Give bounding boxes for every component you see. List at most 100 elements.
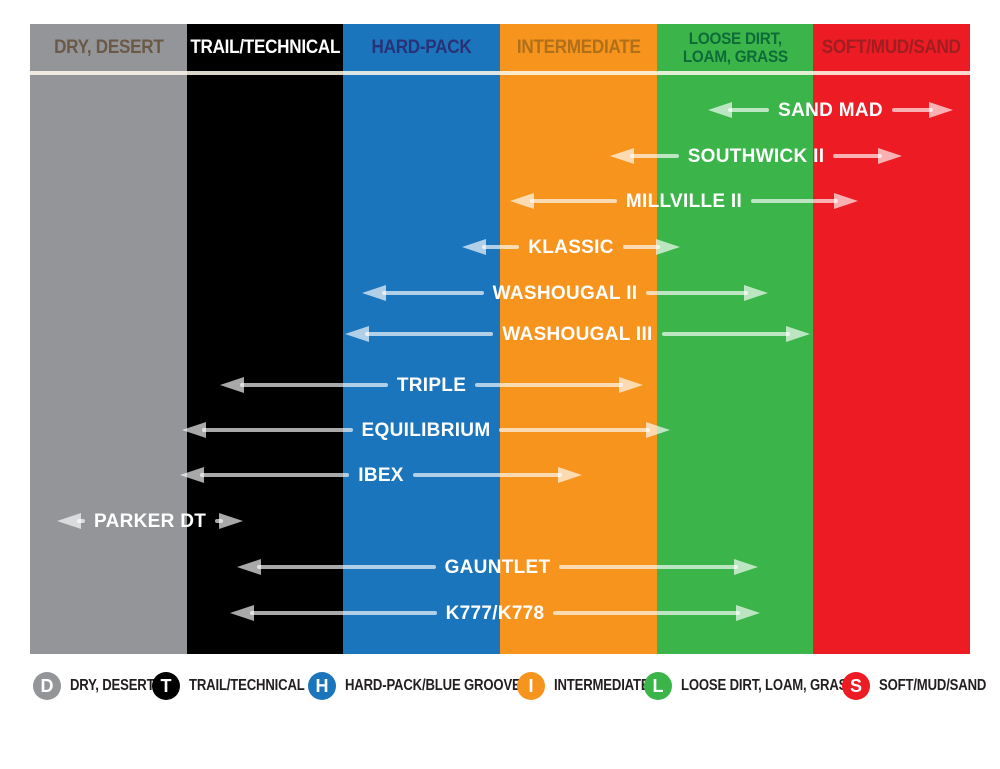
terrain-column-header: DRY, DESERT [30,24,187,71]
arrowhead-left-icon [345,326,369,342]
tire-name: WASHOUGAL III [502,323,653,345]
tire-name: SAND MAD [778,99,883,121]
terrain-column-dry: DRY, DESERT [30,24,187,654]
chart-area: DRY, DESERT TRAIL/TECHNICAL HARD-PACK INTER… [30,24,970,654]
tire-name: IBEX [358,464,404,486]
terrain-column-label: LOOSE DIRT, LOAM, GRASS [682,28,788,66]
legend-item-h: H HARD-PACK/BLUE GROOVE [308,671,559,701]
legend-badge-icon: D [33,672,61,700]
tire-row: KLASSIC [462,234,680,260]
range-arrow-right [499,421,670,439]
arrow-shaft [250,611,437,615]
range-arrow-left [345,325,494,343]
arrowhead-left-icon [708,102,732,118]
range-arrow-right [751,192,858,210]
legend-label: HARD-PACK/BLUE GROOVE [345,677,521,694]
arrow-shaft [382,291,484,295]
tire-row: SAND MAD [708,97,954,123]
range-arrow-right [559,558,758,576]
arrow-shaft [200,473,350,477]
arrowhead-right-icon [878,148,902,164]
legend-badge-icon: T [152,672,180,700]
arrowhead-right-icon [734,559,758,575]
arrowhead-left-icon [182,422,206,438]
arrowhead-left-icon [180,467,204,483]
arrow-shaft [630,154,679,158]
arrow-shaft [365,332,494,336]
arrowhead-left-icon [237,559,261,575]
legend-item-d: D DRY, DESERT [33,671,173,701]
tire-name: EQUILIBRIUM [361,419,491,441]
arrow-shaft [412,473,563,477]
arrowhead-right-icon [736,605,761,621]
terrain-column-label: DRY, DESERT [53,36,164,58]
terrain-column-header: SOFT/MUD/SAND [813,24,970,71]
arrowhead-right-icon [786,326,810,342]
range-arrow-left [230,604,437,622]
range-arrow-left [510,192,617,210]
arrow-shaft [891,108,934,112]
arrowhead-left-icon [220,377,244,393]
arrowhead-right-icon [929,102,954,118]
tire-row: SOUTHWICK II [610,143,902,169]
tire-name: K777/K778 [445,602,545,624]
range-arrow-right [622,238,680,256]
range-arrow-left [708,101,770,119]
range-arrow-right [412,466,583,484]
arrow-shaft [833,154,882,158]
range-arrow-left [57,512,85,530]
range-arrow-right [833,147,902,165]
arrow-shaft [622,245,660,249]
tire-row: IBEX [180,462,583,488]
arrow-shaft [661,332,790,336]
tire-row: WASHOUGAL III [345,321,810,347]
legend-label: TRAIL/TECHNICAL [189,677,305,694]
terrain-column-label: TRAIL/TECHNICAL [190,36,340,58]
arrowhead-left-icon [57,513,81,529]
arrow-shaft [215,519,224,523]
tire-row: MILLVILLE II [510,188,858,214]
arrow-shaft [728,108,770,112]
arrow-shaft [475,383,624,387]
tire-row: K777/K778 [230,600,761,626]
header-divider [30,71,970,75]
arrowhead-left-icon [610,148,634,164]
range-arrow-left [462,238,520,256]
terrain-column-header: TRAIL/TECHNICAL [187,24,344,71]
legend-label: INTERMEDIATE [554,677,650,694]
legend-badge-icon: I [517,672,545,700]
legend-item-i: I INTERMEDIATE [517,671,670,701]
range-arrow-right [646,284,769,302]
tire-name: KLASSIC [528,236,614,258]
arrowhead-right-icon [219,513,244,529]
tire-row: GAUNTLET [237,554,758,580]
arrowhead-right-icon [646,422,670,438]
tire-row: TRIPLE [220,372,644,398]
arrow-shaft [559,565,738,569]
range-arrow-left [362,284,484,302]
arrow-shaft [553,611,741,615]
legend-item-t: T TRAIL/TECHNICAL [152,671,330,701]
legend-badge-icon: S [842,672,870,700]
terrain-column-label: SOFT/MUD/SAND [822,36,962,58]
legend-badge-icon: H [308,672,336,700]
legend-item-l: L LOOSE DIRT, LOAM, GRASS [644,671,894,701]
range-arrow-right [475,376,644,394]
arrowhead-right-icon [558,467,583,483]
terrain-column-intermediate: INTERMEDIATE [500,24,657,654]
range-arrow-left [180,466,350,484]
legend-label: LOOSE DIRT, LOAM, GRASS [681,677,856,694]
arrow-shaft [482,245,520,249]
range-arrow-right [215,512,244,530]
arrowhead-right-icon [744,285,769,301]
arrowhead-left-icon [510,193,534,209]
arrow-shaft [530,199,617,203]
arrowhead-left-icon [462,239,486,255]
tire-row: WASHOUGAL II [362,280,769,306]
tire-name: MILLVILLE II [625,190,743,212]
terrain-column-trail: TRAIL/TECHNICAL [186,24,344,654]
terrain-column-header: INTERMEDIATE [500,24,657,71]
tire-row: EQUILIBRIUM [182,417,670,443]
arrow-shaft [646,291,749,295]
